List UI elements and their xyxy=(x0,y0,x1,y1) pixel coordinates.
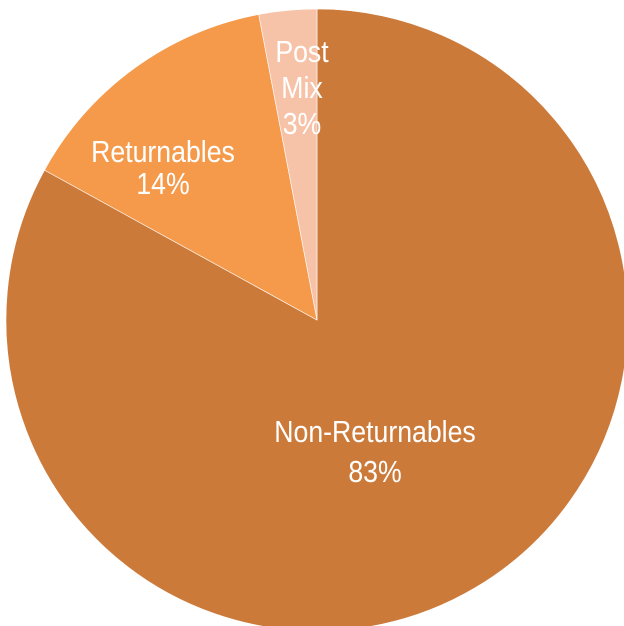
slice-category-label: Returnables xyxy=(91,135,235,169)
slice-category-label: Post xyxy=(275,35,328,69)
pie-labels: Non-Returnables 83% Returnables 14% Post Mix 3… xyxy=(91,35,476,489)
label-returnables: Returnables 14% xyxy=(91,135,235,201)
slice-value-label: 14% xyxy=(136,167,189,201)
pie-slices xyxy=(5,8,624,626)
slice-value-label: 83% xyxy=(348,455,401,489)
label-non-returnables: Non-Returnables 83% xyxy=(274,415,476,489)
slice-returnables xyxy=(44,14,318,321)
slice-category-label: Mix xyxy=(281,71,323,105)
slice-post-mix xyxy=(258,8,318,321)
slice-value-label: 3% xyxy=(283,107,322,141)
slice-non-returnables xyxy=(5,8,624,626)
slice-category-label: Non-Returnables xyxy=(274,415,476,449)
label-post-mix: Post Mix 3% xyxy=(275,35,328,141)
